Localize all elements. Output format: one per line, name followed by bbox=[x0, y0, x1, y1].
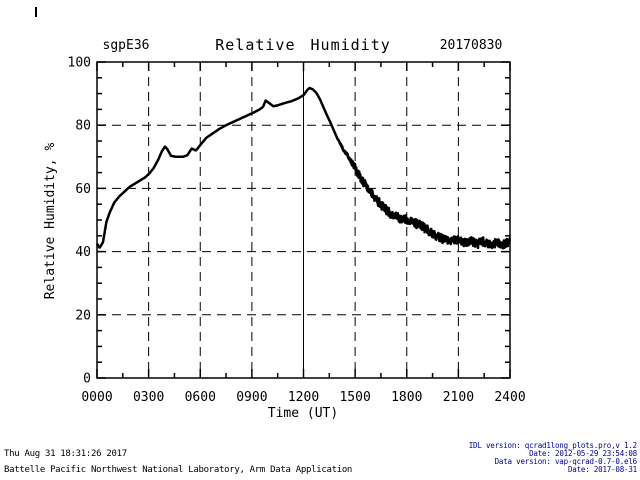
idl-version-line: IDL version: qcrad1long_plots.pro,v 1.2 bbox=[468, 441, 638, 450]
y-tick-label: 100 bbox=[68, 56, 91, 71]
chart-layer: 0000 0300 0600 0900 1200 1500 1800 2100 2400 0 20 4… bbox=[35, 7, 526, 405]
footer-organization: Battelle Pacific Northwest National Labo… bbox=[4, 465, 353, 475]
x-tick-label: 0900 bbox=[236, 390, 267, 405]
x-tick-label: 2100 bbox=[443, 390, 474, 405]
x-tick-label: 2400 bbox=[494, 390, 525, 405]
y-tick-label: 80 bbox=[75, 119, 91, 134]
chart-title: Relative Humidity bbox=[215, 36, 391, 54]
x-tick-label: 0300 bbox=[133, 390, 164, 405]
footer-timestamp: Thu Aug 31 18:31:26 2017 bbox=[4, 449, 127, 459]
x-tick-label: 0000 bbox=[81, 390, 112, 405]
y-axis-title: Relative Humidity, % bbox=[43, 143, 58, 300]
x-tick-label: 1500 bbox=[339, 390, 370, 405]
data-version-line: Data version: vap-qcrad-0.7-0.el6 bbox=[494, 457, 638, 466]
date-label: 20170830 bbox=[440, 38, 503, 53]
footer-version-block: IDL version: qcrad1long_plots.pro,v 1.2 … bbox=[468, 441, 638, 474]
idl-date-line: Date: 2012-05-29 23:54:08 bbox=[529, 449, 637, 458]
x-tick-label: 0600 bbox=[185, 390, 216, 405]
y-tick-label: 0 bbox=[83, 372, 91, 387]
humidity-curve bbox=[95, 86, 511, 250]
data-date-line: Date: 2017-08-31 bbox=[567, 465, 637, 474]
x-axis-title: Time (UT) bbox=[268, 406, 338, 421]
y-tick-label: 20 bbox=[75, 308, 91, 323]
y-tick-label: 60 bbox=[75, 182, 91, 197]
y-tick-label: 40 bbox=[75, 245, 91, 260]
x-tick-label: 1800 bbox=[391, 390, 422, 405]
station-label: sgpE36 bbox=[103, 38, 150, 53]
x-tick-label: 1200 bbox=[288, 390, 319, 405]
footer-provenance: Thu Aug 31 18:31:26 2017 Battelle Pacifi… bbox=[4, 446, 352, 478]
